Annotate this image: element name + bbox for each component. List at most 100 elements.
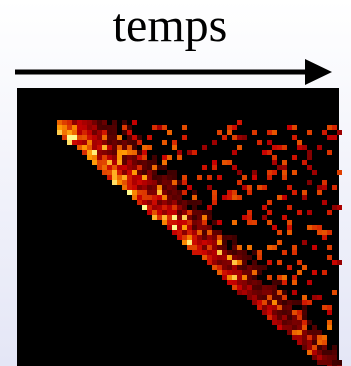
pixel bbox=[142, 165, 147, 170]
pixel bbox=[82, 145, 87, 150]
pixel bbox=[327, 210, 332, 215]
pixel bbox=[232, 220, 237, 225]
pixel bbox=[107, 175, 112, 180]
pixel bbox=[237, 135, 242, 140]
pixel bbox=[167, 185, 172, 190]
pixel bbox=[212, 140, 217, 145]
pixel bbox=[127, 160, 132, 165]
pixel bbox=[207, 230, 212, 235]
pixel bbox=[287, 300, 292, 305]
pixel bbox=[302, 345, 307, 350]
pixel bbox=[292, 170, 297, 175]
pixel bbox=[112, 125, 117, 130]
pixel bbox=[102, 130, 107, 135]
pixel bbox=[252, 265, 257, 270]
pixel bbox=[132, 120, 137, 125]
pixel bbox=[222, 265, 227, 270]
pixel bbox=[82, 125, 87, 130]
pixel bbox=[87, 120, 92, 125]
pixel bbox=[142, 160, 147, 165]
pixel bbox=[147, 195, 152, 200]
pixel bbox=[222, 235, 227, 240]
pixel bbox=[137, 185, 142, 190]
pixel bbox=[117, 140, 122, 145]
pixel bbox=[317, 190, 322, 195]
pixel bbox=[192, 205, 197, 210]
pixel bbox=[272, 170, 277, 175]
pixel bbox=[172, 230, 177, 235]
pixel bbox=[222, 270, 227, 275]
pixel bbox=[242, 275, 247, 280]
pixel bbox=[172, 220, 177, 225]
pixel bbox=[172, 190, 177, 195]
pixel bbox=[192, 190, 197, 195]
pixel bbox=[177, 215, 182, 220]
pixel bbox=[297, 145, 302, 150]
pixel bbox=[287, 220, 292, 225]
pixel bbox=[152, 175, 157, 180]
pixel bbox=[152, 190, 157, 195]
pixel bbox=[292, 310, 297, 315]
pixel bbox=[262, 185, 267, 190]
pixel bbox=[132, 185, 137, 190]
pixel bbox=[192, 245, 197, 250]
pixel bbox=[142, 180, 147, 185]
pixel bbox=[107, 130, 112, 135]
pixel bbox=[327, 230, 332, 235]
pixel bbox=[307, 350, 312, 355]
pixel bbox=[272, 155, 277, 160]
pixel bbox=[177, 205, 182, 210]
pixel bbox=[202, 225, 207, 230]
pixel bbox=[142, 145, 147, 150]
pixel bbox=[252, 220, 257, 225]
pixel bbox=[287, 205, 292, 210]
pixel bbox=[287, 265, 292, 270]
pixel bbox=[337, 130, 342, 135]
pixel bbox=[272, 305, 277, 310]
pixel bbox=[297, 300, 302, 305]
pixel bbox=[162, 180, 167, 185]
pixel bbox=[247, 285, 252, 290]
pixel bbox=[292, 335, 297, 340]
pixel bbox=[227, 235, 232, 240]
pixel bbox=[297, 340, 302, 345]
pixel bbox=[247, 210, 252, 215]
pixel bbox=[272, 130, 277, 135]
pixel bbox=[112, 135, 117, 140]
pixel bbox=[262, 290, 267, 295]
pixel bbox=[307, 130, 312, 135]
pixel bbox=[127, 135, 132, 140]
pixel bbox=[252, 170, 257, 175]
pixel bbox=[292, 155, 297, 160]
pixel bbox=[327, 325, 332, 330]
pixel bbox=[237, 255, 242, 260]
pixel bbox=[212, 165, 217, 170]
pixel bbox=[87, 125, 92, 130]
pixel bbox=[297, 270, 302, 275]
pixel bbox=[152, 155, 157, 160]
pixel bbox=[102, 125, 107, 130]
pixel bbox=[112, 145, 117, 150]
pixel bbox=[332, 290, 337, 295]
pixel bbox=[207, 215, 212, 220]
pixel bbox=[142, 205, 147, 210]
pixel bbox=[282, 160, 287, 165]
pixel bbox=[242, 285, 247, 290]
pixel bbox=[162, 220, 167, 225]
pixel bbox=[87, 155, 92, 160]
pixel bbox=[112, 120, 117, 125]
pixel bbox=[162, 160, 167, 165]
pixel bbox=[237, 265, 242, 270]
pixel bbox=[322, 200, 327, 205]
pixel bbox=[137, 160, 142, 165]
pixel bbox=[127, 185, 132, 190]
pixel bbox=[127, 155, 132, 160]
pixel bbox=[182, 235, 187, 240]
pixel bbox=[252, 250, 257, 255]
pixel bbox=[317, 330, 322, 335]
pixel bbox=[232, 280, 237, 285]
pixel bbox=[252, 300, 257, 305]
pixel bbox=[302, 340, 307, 345]
pixel bbox=[282, 325, 287, 330]
pixel bbox=[317, 340, 322, 345]
